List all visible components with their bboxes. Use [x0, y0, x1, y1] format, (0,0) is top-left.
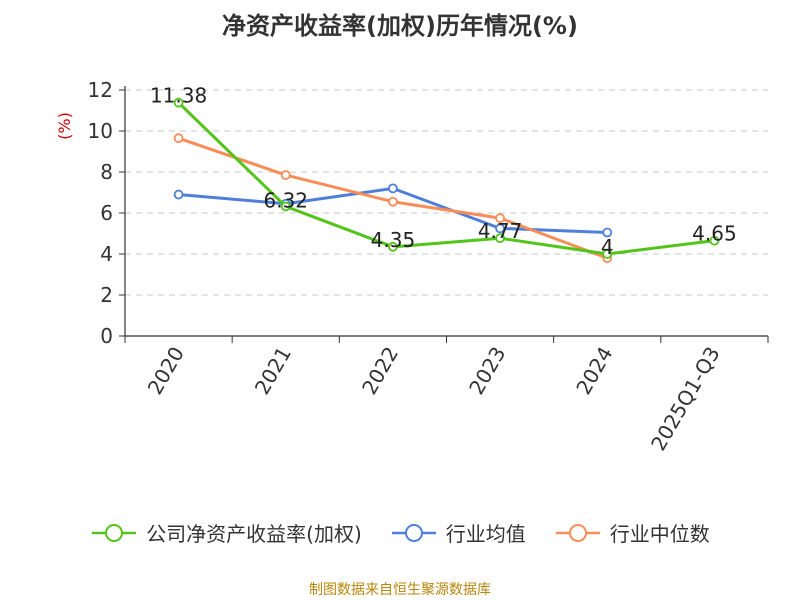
data-label: 4.77	[478, 219, 523, 243]
data-labels: 11.38 6.32 4.35 4.77 4 4.65	[150, 84, 737, 259]
y-tick-label: 2	[100, 283, 113, 307]
legend-item[interactable]: 行业均值	[390, 518, 526, 547]
source-note: 制图数据来自恒生聚源数据库	[309, 582, 491, 598]
x-tick-label: 2020	[143, 343, 189, 399]
series-line	[177, 101, 715, 256]
legend-swatch-marker	[105, 523, 124, 542]
y-tick-label: 4	[100, 242, 113, 266]
data-point	[602, 249, 613, 259]
legend-item[interactable]: 行业中位数	[554, 518, 710, 547]
data-label: 6.32	[263, 188, 308, 212]
legend-swatch-marker	[568, 523, 587, 542]
data-point	[280, 170, 291, 180]
y-tick-label: 8	[100, 160, 113, 184]
y-tick-label: 6	[100, 201, 113, 225]
line-chart: 0 2 4 6 8 10 12 2020 2021 2022 2023 2024 2025Q1-Q3 (…	[55, 78, 769, 455]
axes: 0 2 4 6 8 10 12 2020 2021 2022 2023 2024 2025Q1-Q3	[88, 78, 769, 455]
data-label: 4.35	[371, 228, 416, 252]
legend-swatch-marker	[404, 523, 423, 542]
data-point	[173, 97, 184, 108]
data-point	[173, 133, 184, 144]
data-point	[388, 183, 398, 194]
x-tick-label: 2021	[250, 343, 296, 399]
grid-lines	[125, 89, 768, 296]
data-point	[495, 233, 505, 244]
data-point	[280, 201, 291, 212]
chart-title: 净资产收益率(加权)历年情况(%)	[222, 12, 578, 40]
data-label: 4	[601, 235, 614, 259]
data-point	[602, 227, 613, 238]
data-point	[173, 189, 184, 200]
legend-label: 公司净资产收益率(加权)	[146, 522, 362, 546]
legend-item[interactable]: 公司净资产收益率(加权)	[90, 518, 362, 547]
data-point	[388, 196, 398, 207]
y-axis-label: (%)	[55, 112, 74, 140]
data-label: 4.65	[692, 222, 737, 246]
series-line	[178, 186, 608, 234]
legend: 公司净资产收益率(加权) 行业均值 行业中位数	[0, 518, 800, 547]
y-tick-label: 0	[100, 324, 113, 348]
data-point	[388, 241, 398, 252]
x-tick-label: 2025Q1-Q3	[646, 343, 725, 455]
legend-label: 行业中位数	[609, 522, 710, 546]
y-tick-label: 12	[88, 78, 113, 102]
legend-label: 行业均值	[445, 522, 526, 546]
data-point	[495, 223, 505, 234]
x-tick-label: 2022	[357, 343, 403, 399]
legend-swatch	[555, 523, 600, 542]
x-tick-label: 2023	[464, 343, 510, 399]
data-point	[709, 235, 720, 246]
x-tick-label: 2024	[571, 343, 617, 399]
series	[173, 97, 720, 264]
data-point	[495, 213, 505, 224]
legend-swatch	[92, 523, 137, 542]
legend-swatch	[391, 523, 436, 542]
data-label: 11.38	[150, 84, 207, 108]
y-tick-label: 10	[88, 119, 113, 143]
